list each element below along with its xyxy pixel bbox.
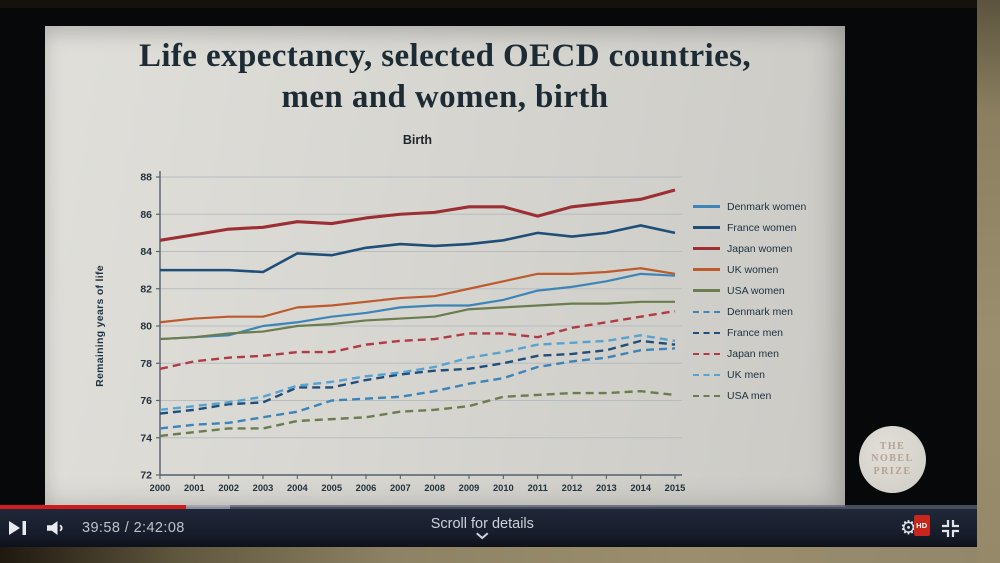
y-tick-label: 72 xyxy=(140,470,152,482)
speaker-icon xyxy=(47,521,58,535)
fullscreen-button[interactable] xyxy=(941,519,960,538)
time-display: 39:58 / 2:42:08 xyxy=(82,520,185,536)
legend-label: UK men xyxy=(727,368,765,381)
x-tick-label: 2015 xyxy=(665,483,686,493)
chevron-down-icon[interactable] xyxy=(474,532,490,540)
legend-item-uk-women: UK women xyxy=(693,259,843,280)
line-uk-women xyxy=(159,267,676,324)
chart-legend: Denmark women France women Japan women UK w… xyxy=(693,196,843,406)
x-tick-label: 2002 xyxy=(218,483,239,493)
right-controls: ⚙ HD xyxy=(899,515,960,539)
y-tick-label: 82 xyxy=(140,283,152,295)
legend-swatch xyxy=(693,310,720,313)
logo-line: PRIZE xyxy=(873,465,912,477)
gear-icon: ⚙ xyxy=(899,517,917,539)
progress-bar[interactable] xyxy=(0,505,977,509)
x-tick-label: 2007 xyxy=(390,483,411,493)
legend-item-denmark-men: Denmark men xyxy=(693,301,843,322)
line-uk-men xyxy=(159,334,676,412)
slide-title: Life expectancy, selected OECD countries… xyxy=(45,36,845,118)
legend-item-denmark-women: Denmark women xyxy=(693,196,843,217)
legend-item-france-men: France men xyxy=(693,322,843,343)
x-tick-label: 2001 xyxy=(184,483,205,493)
legend-swatch xyxy=(693,205,720,208)
exit-fullscreen-icon xyxy=(942,520,959,537)
x-tick-label: 2008 xyxy=(424,483,445,493)
nobel-prize-logo: THE NOBEL PRIZE xyxy=(859,426,926,493)
line-france-men xyxy=(159,339,676,415)
progress-played xyxy=(0,505,186,509)
next-icon-bar xyxy=(22,521,26,535)
legend-swatch xyxy=(693,352,720,355)
legend-item-france-women: France women xyxy=(693,217,843,238)
x-tick-label: 2003 xyxy=(253,483,274,493)
legend-swatch xyxy=(693,247,720,250)
legend-item-japan-women: Japan women xyxy=(693,238,843,259)
line-denmark-women xyxy=(159,272,676,341)
line-usa-women xyxy=(159,300,675,341)
legend-item-usa-men: USA men xyxy=(693,385,843,406)
video-player[interactable]: Life expectancy, selected OECD countries… xyxy=(0,8,977,547)
line-denmark-men xyxy=(159,347,676,430)
controls-row: 39:58 / 2:42:08 Scroll for details ⚙ HD xyxy=(0,511,977,545)
legend-swatch xyxy=(693,331,720,334)
y-tick-label: 84 xyxy=(140,246,152,258)
x-tick-label: 2012 xyxy=(562,483,583,493)
x-tick-label: 2004 xyxy=(287,483,309,493)
line-chart: 72 74 76 78 80 82 84 86 88 2000 2001 2002 2003 2004 20… xyxy=(140,171,686,493)
line-japan-women xyxy=(159,188,676,242)
legend-swatch xyxy=(693,373,720,376)
next-video-button[interactable] xyxy=(9,521,31,535)
sound-wave-icon xyxy=(59,524,63,532)
scroll-for-details[interactable]: Scroll for details xyxy=(431,516,534,540)
line-france-women xyxy=(160,224,676,274)
photo-desk-edge-right xyxy=(977,0,1000,563)
x-tick-label: 2014 xyxy=(630,483,652,493)
legend-label: France men xyxy=(727,326,784,339)
legend-label: Japan men xyxy=(727,347,779,360)
slide-title-line1: Life expectancy, selected OECD countries… xyxy=(138,38,752,74)
chart-title: Birth xyxy=(402,133,433,147)
y-tick-label: 74 xyxy=(140,432,152,444)
scroll-for-details-text: Scroll for details xyxy=(430,516,534,532)
settings-button[interactable]: ⚙ HD xyxy=(899,515,930,539)
legend-swatch xyxy=(693,289,720,292)
y-tick-label: 78 xyxy=(140,358,152,370)
logo-line: THE xyxy=(879,440,906,452)
next-icon xyxy=(9,521,20,535)
volume-button[interactable] xyxy=(47,521,67,535)
x-tick-label: 2009 xyxy=(459,483,480,493)
legend-label: Denmark men xyxy=(727,305,793,318)
legend-item-japan-men: Japan men xyxy=(693,343,843,364)
x-tick-label: 2010 xyxy=(493,483,514,493)
legend-label: Denmark women xyxy=(727,200,807,213)
y-tick-label: 76 xyxy=(140,395,152,407)
line-usa-men xyxy=(159,389,676,438)
x-tick-label: 2013 xyxy=(596,483,617,493)
hd-badge: HD xyxy=(913,515,930,536)
legend-label: USA men xyxy=(727,389,772,402)
legend-swatch xyxy=(693,226,720,229)
x-tick-label: 2011 xyxy=(528,483,548,493)
logo-line: NOBEL xyxy=(871,453,914,465)
legend-swatch xyxy=(693,394,720,397)
legend-label: Japan women xyxy=(727,242,793,255)
legend-label: UK women xyxy=(727,263,779,276)
y-tick-label: 80 xyxy=(140,321,152,333)
presentation-slide: Life expectancy, selected OECD countries… xyxy=(45,26,845,507)
y-tick-label: 88 xyxy=(140,172,152,184)
slide-title-line2: men and women, birth xyxy=(281,79,609,115)
line-japan-men xyxy=(159,309,676,371)
legend-label: USA women xyxy=(727,284,785,297)
x-tick-label: 2006 xyxy=(356,483,377,493)
legend-label: France women xyxy=(727,221,797,234)
x-tick-label: 2005 xyxy=(321,483,342,493)
legend-item-uk-men: UK men xyxy=(693,364,843,385)
photo-desk-edge-bottom xyxy=(0,547,977,563)
x-tick-label: 2000 xyxy=(150,483,171,493)
y-tick-label: 86 xyxy=(140,209,152,221)
legend-swatch xyxy=(693,268,720,271)
legend-item-usa-women: USA women xyxy=(693,280,843,301)
player-control-bar: 39:58 / 2:42:08 Scroll for details ⚙ HD xyxy=(0,505,977,547)
